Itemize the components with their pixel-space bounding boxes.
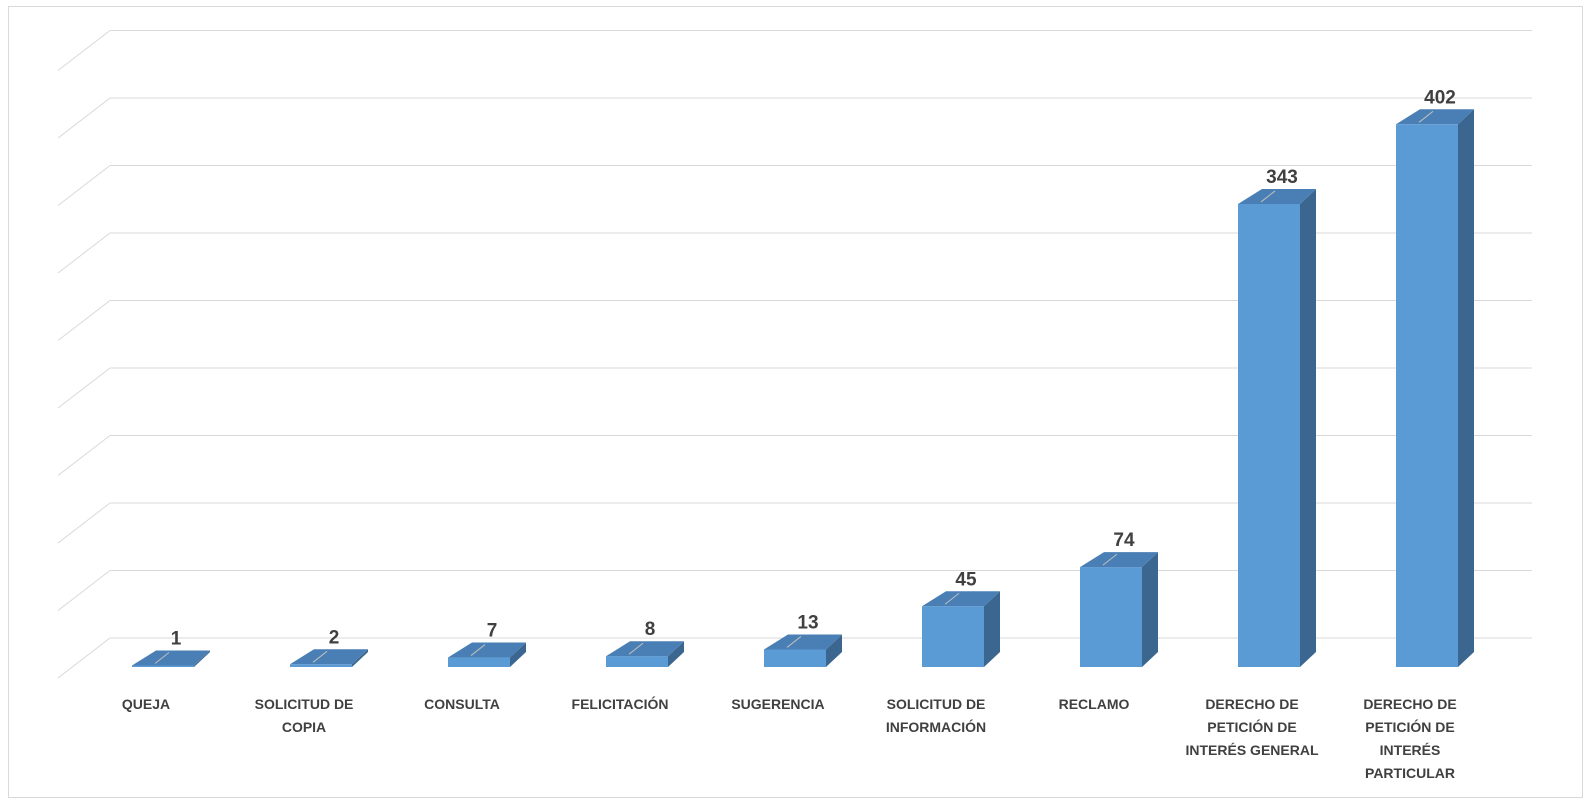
value-label-text: 74 <box>1113 530 1135 551</box>
category-label: RECLAMO <box>1059 696 1130 712</box>
category-label: SOLICITUD DE COPIA <box>255 696 354 735</box>
category-label: QUEJA <box>122 696 170 712</box>
bar <box>448 642 526 667</box>
bar <box>1396 109 1474 668</box>
value-label: 1 <box>154 629 182 664</box>
value-label: 7 <box>470 621 498 656</box>
bar <box>606 641 684 667</box>
value-label-text: 402 <box>1424 87 1456 108</box>
value-label-text: 45 <box>955 569 977 590</box>
value-labels: 1 2 7 8 13 45 74 343 402 <box>154 87 1456 664</box>
bar <box>1238 188 1316 667</box>
gridline <box>57 30 1532 71</box>
category-label: CONSULTA <box>424 696 500 712</box>
bar <box>764 634 842 667</box>
value-label-text: 8 <box>645 619 656 640</box>
bar <box>922 591 1000 667</box>
bar <box>1080 552 1158 667</box>
category-label: DERECHO DE PETICIÓN DE INTERÉS PARTICULAR <box>1363 696 1456 781</box>
bars <box>132 109 1474 668</box>
value-label: 2 <box>312 627 340 663</box>
value-label-text: 2 <box>329 627 340 648</box>
value-label: 343 <box>1260 167 1298 203</box>
bar <box>290 649 368 667</box>
category-label: SOLICITUD DE INFORMACIÓN <box>886 696 986 735</box>
category-label: FELICITACIÓN <box>572 695 669 712</box>
category-label: SUGERENCIA <box>731 696 824 712</box>
value-label-text: 343 <box>1266 167 1298 188</box>
value-label: 402 <box>1418 87 1456 123</box>
category-labels: QUEJA SOLICITUD DE COPIA CONSULTA FELICITACI… <box>122 695 1457 781</box>
category-label: DERECHO DE PETICIÓN DE INTERÉS GENERAL <box>1185 696 1318 758</box>
value-label-text: 7 <box>487 621 498 642</box>
value-label: 45 <box>944 569 977 605</box>
gridline <box>57 165 1532 206</box>
value-label: 13 <box>786 612 819 648</box>
value-label-text: 1 <box>171 629 182 650</box>
gridline <box>57 97 1532 139</box>
value-label: 74 <box>1102 530 1135 566</box>
value-label: 8 <box>628 619 656 655</box>
value-label-text: 13 <box>797 612 818 633</box>
bar <box>132 650 210 667</box>
